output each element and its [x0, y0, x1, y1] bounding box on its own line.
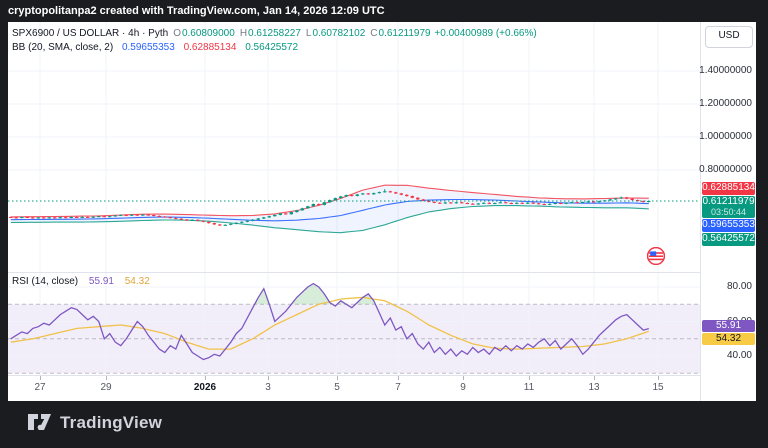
- ohlc-key: O: [173, 28, 181, 39]
- time-tick: [337, 376, 338, 380]
- ohlc-value: 0.61211979: [378, 28, 431, 39]
- rsi-marker-label: 55.91: [702, 320, 755, 332]
- price-tick-label: 1.40000000: [699, 65, 752, 76]
- tradingview-logo-icon: [28, 414, 51, 430]
- ohlc-value: 0.60782102: [312, 28, 366, 39]
- time-tick-label: 7: [395, 382, 401, 393]
- time-tick-label: 11: [523, 382, 535, 393]
- rsi-ma-value: 54.32: [124, 276, 150, 287]
- bb-lower-value: 0.56425572: [245, 42, 299, 53]
- ohlc-key: L: [305, 28, 312, 39]
- watermark-bar: cryptopolitanpa2 created with TradingVie…: [0, 0, 768, 22]
- time-tick: [658, 376, 659, 380]
- time-tick: [594, 376, 595, 380]
- footer-bar: TradingView: [0, 401, 768, 448]
- rsi-overbought-fill: [291, 283, 333, 305]
- rsi-band-fill: [8, 304, 700, 374]
- price-scale[interactable]: USD 1.40000000 1.20000000 1.00000000 0.8000…: [699, 22, 756, 401]
- tradingview-brand[interactable]: TradingView: [28, 412, 162, 434]
- time-tick: [106, 376, 107, 380]
- rsi-pane[interactable]: [8, 272, 700, 375]
- rsi-tick-label: 40.00: [726, 350, 752, 361]
- time-tick-label: 29: [100, 382, 112, 393]
- symbol-legend[interactable]: SPX6900 / US DOLLAR · 4h · Pyth O0.608090…: [12, 27, 537, 55]
- time-tick: [268, 376, 269, 380]
- time-tick: [40, 376, 41, 380]
- currency-toggle-button[interactable]: USD: [705, 26, 753, 48]
- change-value: +0.00400989 (+0.66%): [434, 28, 537, 39]
- price-tick-label: 1.00000000: [699, 131, 752, 142]
- rsi-legend-row[interactable]: RSI (14, close) 55.91 54.32: [12, 275, 150, 289]
- ohlc-key: C: [370, 28, 378, 39]
- rsi-line: [10, 282, 649, 361]
- chart-panel: SPX6900 / US DOLLAR · 4h · Pyth O0.608090…: [8, 22, 756, 401]
- bb-fill: [10, 185, 649, 233]
- ohlc-value: 0.60809000: [181, 28, 235, 39]
- price-pane[interactable]: [8, 22, 700, 272]
- bb-upper-value: 0.62885134: [183, 42, 237, 53]
- bb-basis-value: 0.59655353: [121, 42, 175, 53]
- price-marker-label: 0.61211979 03:50:44: [702, 196, 755, 218]
- rsi-tick-label: 80.00: [726, 281, 752, 292]
- time-tick-label: 5: [334, 382, 340, 393]
- rsi-overbought-fill: [254, 288, 270, 305]
- time-tick: [398, 376, 399, 380]
- time-tick: [205, 376, 206, 380]
- time-tick-label: 3: [265, 382, 271, 393]
- time-tick-label: 9: [460, 382, 466, 393]
- ohlc-value: 0.61258227: [248, 28, 301, 39]
- time-axis[interactable]: 27 29 2026 3 5 7 9 11 13 15: [8, 375, 756, 401]
- price-tick-label: 1.20000000: [699, 98, 752, 109]
- time-tick-label: 2026: [193, 382, 217, 393]
- rsi-label: RSI (14, close): [12, 276, 79, 287]
- time-tick-label: 15: [652, 382, 664, 393]
- ohlc-key: H: [239, 28, 248, 39]
- time-tick: [463, 376, 464, 380]
- tradingview-wordmark: TradingView: [60, 413, 163, 432]
- time-tick: [529, 376, 530, 380]
- time-tick-label: 27: [34, 382, 46, 393]
- bb-label: BB (20, SMA, close, 2): [12, 42, 114, 53]
- bb-lower-line: [10, 205, 649, 234]
- price-tick-label: 0.80000000: [699, 164, 752, 175]
- bb-legend-row[interactable]: BB (20, SMA, close, 2) 0.59655353 0.6288…: [12, 41, 537, 55]
- watermark-text: cryptopolitanpa2 created with TradingVie…: [8, 5, 385, 17]
- symbol-legend-row[interactable]: SPX6900 / US DOLLAR · 4h · Pyth O0.608090…: [12, 27, 537, 41]
- price-marker-label: 0.56425572: [702, 233, 755, 246]
- bb-basis-line: [10, 198, 649, 222]
- us-flag-icon: [647, 247, 665, 265]
- symbol-title: SPX6900 / US DOLLAR · 4h · Pyth: [12, 28, 169, 39]
- rsi-marker-label: 54.32: [702, 333, 755, 345]
- price-marker-label: 0.59655353: [702, 219, 755, 232]
- price-marker-label: 0.62885134: [702, 182, 755, 195]
- time-tick-label: 13: [588, 382, 600, 393]
- rsi-value: 55.91: [88, 276, 114, 287]
- pane-separator[interactable]: [8, 272, 756, 273]
